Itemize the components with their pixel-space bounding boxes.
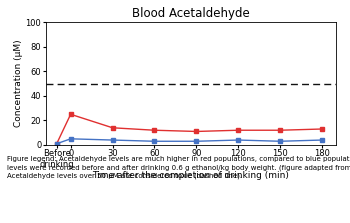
Y-axis label: Concentration (μM): Concentration (μM) [14, 40, 23, 127]
X-axis label: Time after the completion of drinking (min): Time after the completion of drinking (m… [92, 171, 289, 180]
Title: Blood Acetaldehyde: Blood Acetaldehyde [132, 7, 250, 20]
Text: Figure legend: Acetaldehyde levels are much higher in red populations, compared : Figure legend: Acetaldehyde levels are m… [7, 156, 350, 179]
